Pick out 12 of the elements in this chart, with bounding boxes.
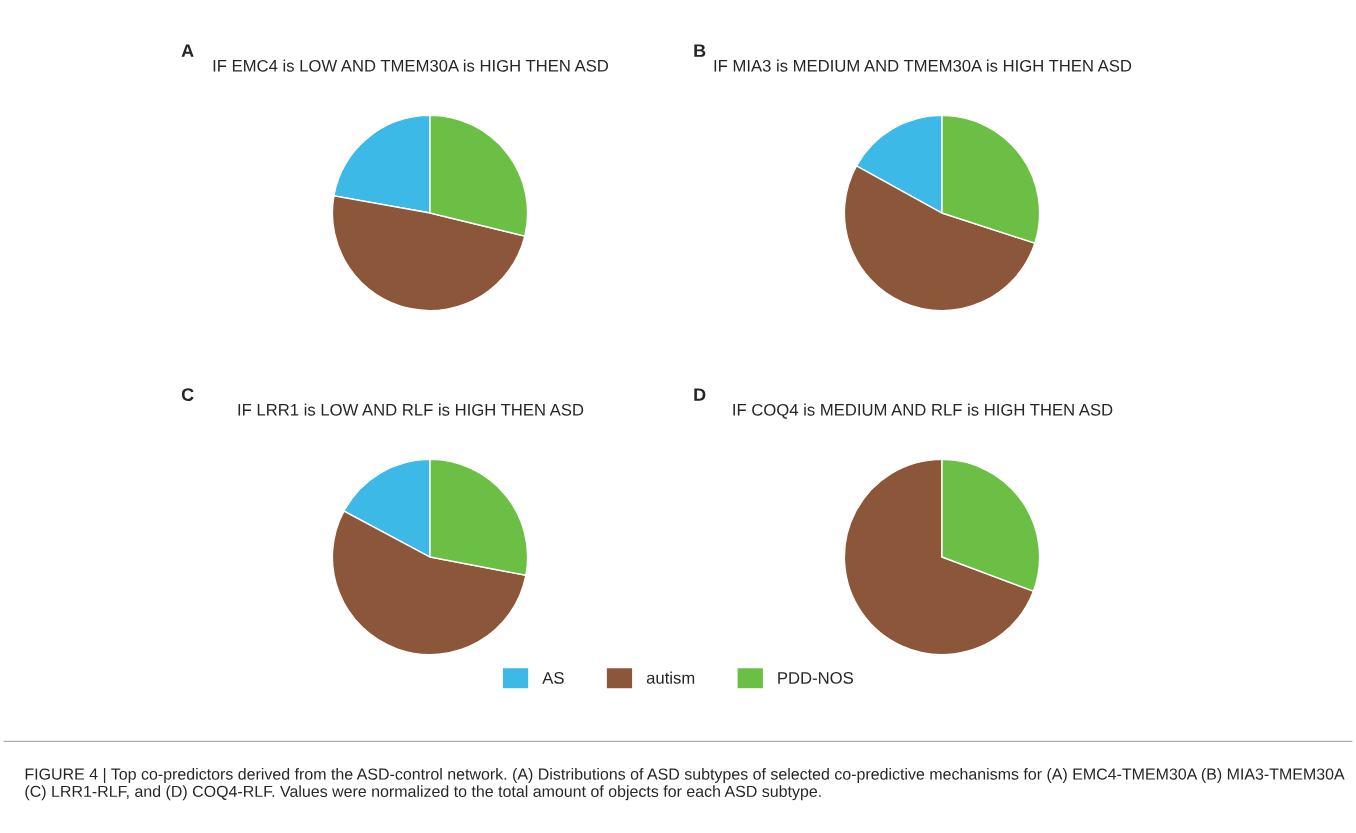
legend-label: AS	[542, 672, 564, 684]
chart-title: IF EMC4 is LOW AND TMEM30A is HIGH THEN ASD	[213, 59, 609, 72]
legend-label: PDD-NOS	[778, 672, 853, 684]
chart-title: IF MIA3 is MEDIUM AND TMEM30A is HIGH THEN ASD	[714, 59, 1132, 72]
text: A	[181, 44, 194, 57]
text: C	[181, 388, 194, 402]
text: D	[694, 388, 706, 401]
legend-label: autism	[646, 671, 695, 684]
text: B	[694, 44, 706, 57]
chart-title: IF COQ4 is MEDIUM AND RLF is HIGH THEN ASD	[733, 403, 1113, 419]
chart-title: IF LRR1 is LOW AND RLF is HIGH THEN ASD	[238, 403, 584, 416]
caption: FIGURE 4 | Top co-predictors derived from the ASD-control network. (A) Distributions of ASD subtypes of selected co-predictive mechanisms for (A) EMC4-TMEM30A (B) MIA3-TMEM30A (C) LRR1-RLF, and (D) COQ4-RLF. Values were normalized to the total amount of objects for each ASD subtype.	[25, 768, 1345, 801]
